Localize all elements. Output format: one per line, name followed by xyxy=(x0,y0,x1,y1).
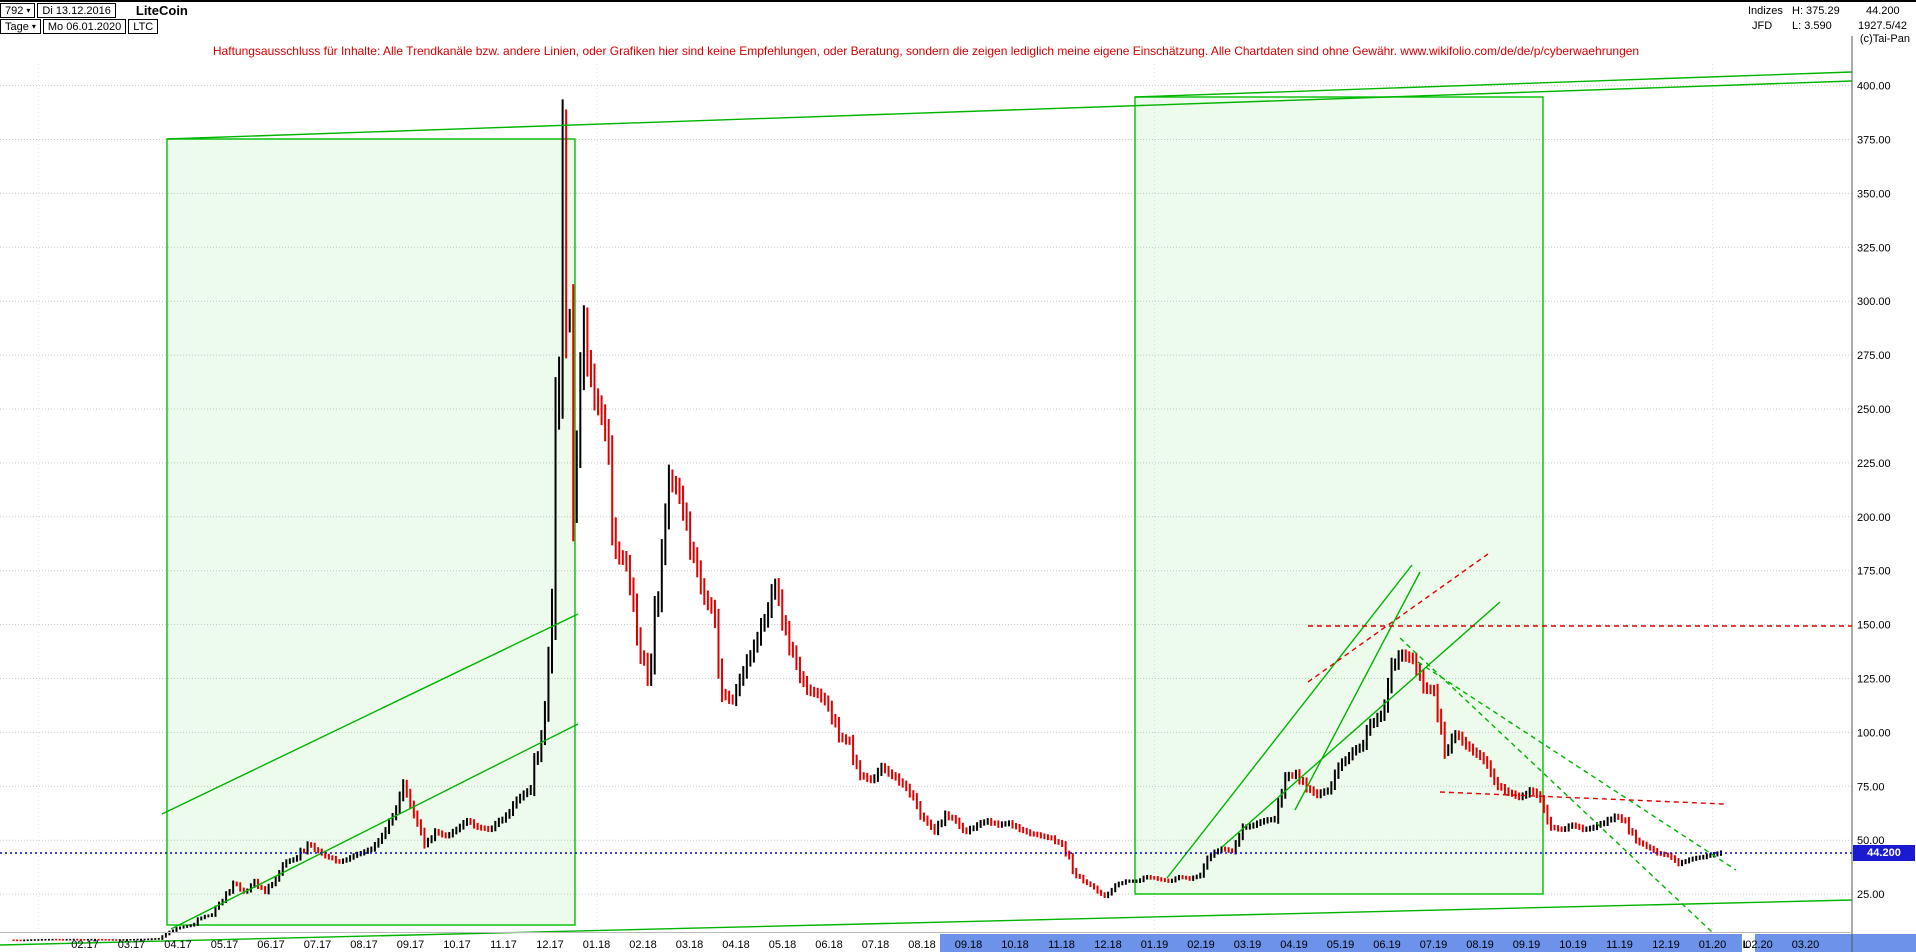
green-trendline[interactable] xyxy=(170,723,579,930)
chevron-down-icon: ▾ xyxy=(26,6,31,15)
symbol-cell: LTC xyxy=(128,19,159,34)
x-axis-label: 09.19 xyxy=(1513,939,1541,951)
x-axis-label: 08.17 xyxy=(350,939,378,951)
x-axis-label: 02.17 xyxy=(71,939,99,951)
x-axis-label: 11.19 xyxy=(1606,939,1633,951)
x-axis-label: 01.20 xyxy=(1699,939,1727,951)
last-price-header: 44.200 xyxy=(1866,5,1900,17)
x-axis-label: 03.18 xyxy=(676,939,704,951)
chevron-down-icon: ▾ xyxy=(31,22,36,31)
trend-box[interactable] xyxy=(1134,96,1544,895)
y-axis-label: 100.00 xyxy=(1857,727,1891,739)
start-date-field[interactable]: Di 13.12.2016 xyxy=(37,3,116,18)
y-axis-label: 200.00 xyxy=(1857,512,1891,524)
x-axis-label: 06.19 xyxy=(1373,939,1401,951)
y-axis-label: 225.00 xyxy=(1857,458,1891,470)
y-axis-label: 75.00 xyxy=(1857,781,1885,793)
x-axis-label: 03.17 xyxy=(118,939,146,951)
y-axis-label: 275.00 xyxy=(1857,350,1891,362)
green-trendline[interactable] xyxy=(0,899,1853,946)
red-dashed-trendline[interactable] xyxy=(1307,553,1489,683)
period-high-label: H: 375.29 xyxy=(1792,5,1840,17)
symbol-value: LTC xyxy=(133,20,154,33)
green-trendline[interactable] xyxy=(1221,601,1501,848)
x-axis-label: 05.19 xyxy=(1327,939,1355,951)
x-axis-label: 01.19 xyxy=(1141,939,1169,951)
x-axis-label: 03.20 xyxy=(1792,939,1820,951)
x-axis-label: 10.17 xyxy=(443,939,471,951)
indices-label: Indizes xyxy=(1748,5,1783,17)
y-axis-label: 400.00 xyxy=(1857,81,1891,93)
y-axis-label: 50.00 xyxy=(1857,835,1885,847)
provider-label: JFD xyxy=(1752,20,1773,32)
y-axis-label: 350.00 xyxy=(1857,188,1891,200)
x-axis-label: 02.19 xyxy=(1187,939,1215,951)
bars-count-dropdown[interactable]: 792 ▾ xyxy=(0,3,36,18)
x-axis-label: 02.18 xyxy=(629,939,657,951)
x-axis-highlight-band xyxy=(1755,934,1852,952)
x-axis-highlight-band xyxy=(1852,934,1916,952)
y-axis-label: 150.00 xyxy=(1857,620,1891,632)
y-axis-label: 250.00 xyxy=(1857,404,1891,416)
start-date-value: Di 13.12.2016 xyxy=(42,4,111,17)
last-price-badge: 44.200 xyxy=(1853,845,1915,861)
timeframe-value: Tage xyxy=(5,20,29,33)
x-axis-label: 02.20 xyxy=(1745,939,1773,951)
x-axis-label: 05.18 xyxy=(769,939,797,951)
x-axis-label: 07.17 xyxy=(304,939,332,951)
x-axis-label: 12.17 xyxy=(536,939,564,951)
x-axis-label: 04.19 xyxy=(1280,939,1308,951)
end-date-value: Mo 06.01.2020 xyxy=(47,20,122,33)
quote-info: 1927.5/42 xyxy=(1858,20,1907,32)
x-axis-label: 12.18 xyxy=(1094,939,1122,951)
end-date-field[interactable]: Mo 06.01.2020 xyxy=(42,19,127,34)
x-axis-label: 09.18 xyxy=(955,939,983,951)
green-dashed-trendline[interactable] xyxy=(1417,661,1737,871)
period-low-label: L: 3.590 xyxy=(1792,20,1832,32)
x-axis-label: 04.17 xyxy=(164,939,192,951)
green-trendline[interactable] xyxy=(1134,71,1853,98)
x-axis-label: 11.17 xyxy=(490,939,517,951)
x-axis-label: 07.18 xyxy=(862,939,890,951)
y-axis-label: 175.00 xyxy=(1857,566,1891,578)
red-dashed-trendline[interactable] xyxy=(1439,791,1725,805)
x-axis-label: 04.18 xyxy=(722,939,750,951)
x-axis-label: 07.19 xyxy=(1420,939,1448,951)
last-bar-marker: L xyxy=(1743,939,1750,951)
x-axis-label: 11.18 xyxy=(1048,939,1075,951)
green-trendline[interactable] xyxy=(161,613,579,815)
x-axis-label: 08.18 xyxy=(908,939,936,951)
disclaimer-text: Haftungsausschluss für Inhalte: Alle Tre… xyxy=(212,44,1640,58)
chart-title: LiteCoin xyxy=(135,3,188,18)
chart-header: 792 ▾ Di 13.12.2016 LiteCoin Tage ▾ Mo 0… xyxy=(0,2,1916,36)
x-axis-label: 08.19 xyxy=(1466,939,1494,951)
x-axis-label: 10.19 xyxy=(1559,939,1587,951)
x-axis-label: 05.17 xyxy=(211,939,239,951)
y-axis-label: 125.00 xyxy=(1857,674,1891,686)
green-trendline[interactable] xyxy=(1294,571,1421,811)
green-trendline[interactable] xyxy=(1166,564,1413,879)
x-axis-label: 03.19 xyxy=(1234,939,1262,951)
copyright-label: (c)Tai-Pan xyxy=(1859,33,1910,45)
x-axis-label: 01.18 xyxy=(583,939,611,951)
x-axis-label: 06.17 xyxy=(257,939,285,951)
y-axis-label: 325.00 xyxy=(1857,242,1891,254)
y-axis-label: 300.00 xyxy=(1857,296,1891,308)
x-axis-label: 06.18 xyxy=(815,939,843,951)
green-trendline[interactable] xyxy=(166,80,1853,140)
y-axis-label: 25.00 xyxy=(1857,889,1885,901)
timeframe-dropdown[interactable]: Tage ▾ xyxy=(0,19,41,34)
trend-box[interactable] xyxy=(166,138,576,926)
x-axis-label: 12.19 xyxy=(1652,939,1680,951)
y-axis-label: 375.00 xyxy=(1857,135,1891,147)
x-axis-highlight-band xyxy=(940,934,1742,952)
x-axis-label: 10.18 xyxy=(1001,939,1029,951)
x-axis-label: 09.17 xyxy=(397,939,425,951)
bars-count-value: 792 xyxy=(5,4,24,17)
